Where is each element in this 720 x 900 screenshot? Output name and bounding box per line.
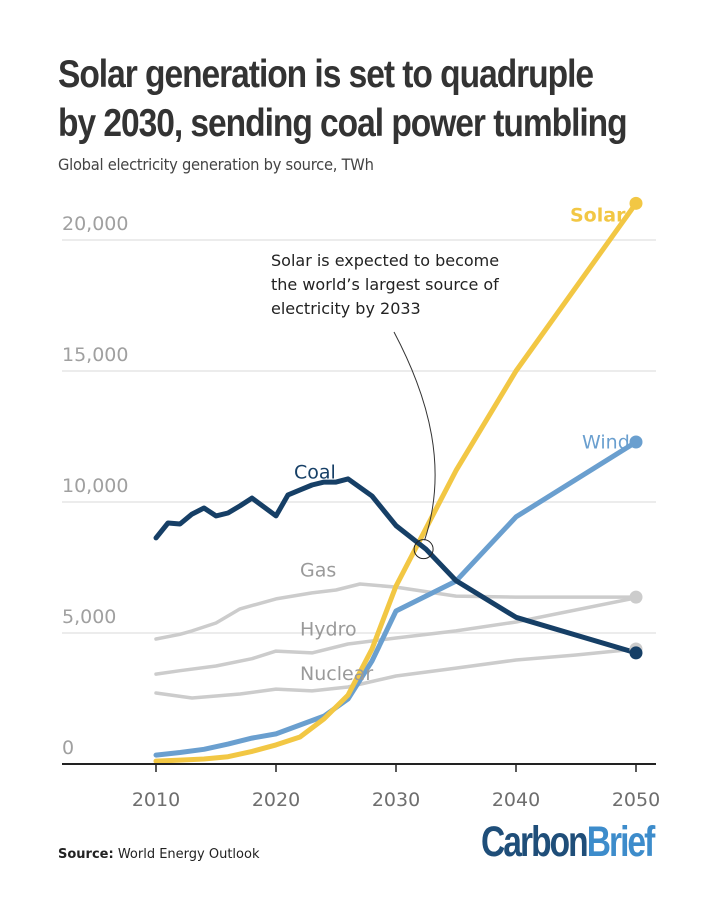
series-label-solar: Solar xyxy=(570,205,626,227)
y-tick-label-0: 0 xyxy=(62,737,74,759)
series-line-nuclear xyxy=(154,647,638,700)
series-line-hydro xyxy=(154,596,638,676)
series-line-gas xyxy=(154,582,638,641)
y-tick-label-5000: 5,000 xyxy=(62,606,116,628)
logo-carbon: Carbon xyxy=(481,818,589,866)
series-label-coal: Coal xyxy=(294,461,336,483)
chart-subtitle: Global electricity generation by source,… xyxy=(58,155,374,174)
end-marker-solar xyxy=(629,196,643,210)
end-marker-gas xyxy=(629,590,643,604)
source-note: Source: World Energy Outlook xyxy=(58,847,259,862)
y-tick-label-15000: 15,000 xyxy=(62,344,128,366)
annotation-target-circle xyxy=(413,539,434,560)
x-tick-label-2010: 2010 xyxy=(132,789,180,811)
series-line-wind xyxy=(153,439,639,758)
annotation-text-line-3: electricity by 2033 xyxy=(271,299,421,318)
source-label: Source: xyxy=(58,847,114,862)
end-marker-wind xyxy=(629,435,643,449)
x-tick-label-2050: 2050 xyxy=(612,789,660,811)
y-tick-label-10000: 10,000 xyxy=(62,475,128,497)
carbonbrief-logo[interactable]: CarbonBrief xyxy=(481,818,656,867)
y-tick-label-20000: 20,000 xyxy=(62,213,128,235)
series-label-nuclear: Nuclear xyxy=(300,663,373,685)
chart-title: Solar generation is set to quadruple by … xyxy=(58,50,628,148)
chart-title-line-2: by 2030, sending coal power tumbling xyxy=(58,102,628,145)
series-labels: Solar Wind Coal Gas Hydro Nuclear xyxy=(294,205,630,685)
x-tick-label-2030: 2030 xyxy=(372,789,420,811)
end-marker-coal xyxy=(629,646,643,660)
x-axis xyxy=(62,763,656,772)
series-line-coal xyxy=(153,476,639,656)
annotation: Solar is expected to become the world’s l… xyxy=(271,251,499,560)
chart-title-line-1: Solar generation is set to quadruple xyxy=(58,53,594,96)
annotation-text-line-2: the world’s largest source of xyxy=(271,275,499,294)
source-text: World Energy Outlook xyxy=(117,847,260,862)
x-tick-label-2040: 2040 xyxy=(492,789,540,811)
series-lines xyxy=(153,200,639,764)
x-axis-tick-labels: 2010 2020 2030 2040 2050 xyxy=(132,789,660,811)
annotation-leader-line xyxy=(393,331,436,541)
logo-brief: Brief xyxy=(586,818,656,866)
series-label-hydro: Hydro xyxy=(300,619,357,641)
series-label-wind: Wind xyxy=(582,431,630,453)
series-label-gas: Gas xyxy=(300,560,336,582)
x-tick-label-2020: 2020 xyxy=(252,789,300,811)
gridlines xyxy=(62,239,656,634)
y-axis-tick-labels: 0 5,000 10,000 15,000 20,000 xyxy=(62,213,128,759)
end-markers xyxy=(629,196,643,660)
annotation-text-line-1: Solar is expected to become xyxy=(271,251,499,270)
series-line-solar xyxy=(153,200,639,764)
